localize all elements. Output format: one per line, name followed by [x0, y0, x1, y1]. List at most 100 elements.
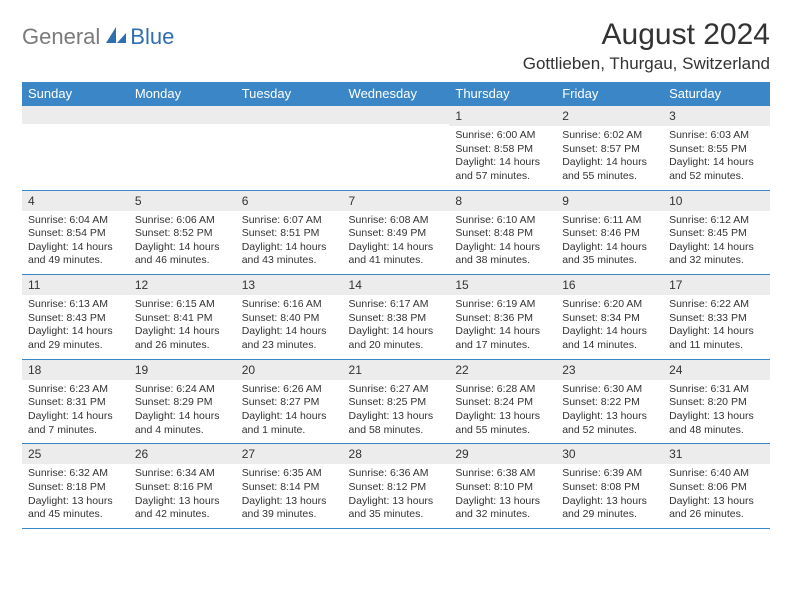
day-number: 20	[236, 360, 343, 380]
day-number	[343, 106, 450, 124]
day-cell: 18Sunrise: 6:23 AMSunset: 8:31 PMDayligh…	[22, 359, 129, 444]
day-content: Sunrise: 6:15 AMSunset: 8:41 PMDaylight:…	[129, 295, 236, 359]
location: Gottlieben, Thurgau, Switzerland	[523, 54, 770, 74]
title-block: August 2024 Gottlieben, Thurgau, Switzer…	[523, 18, 770, 74]
day-number: 28	[343, 444, 450, 464]
week-row: 25Sunrise: 6:32 AMSunset: 8:18 PMDayligh…	[22, 444, 770, 529]
daylight-text: Daylight: 14 hours and 11 minutes.	[669, 325, 764, 352]
day-number: 9	[556, 191, 663, 211]
daylight-text: Daylight: 13 hours and 52 minutes.	[562, 410, 657, 437]
day-content: Sunrise: 6:12 AMSunset: 8:45 PMDaylight:…	[663, 211, 770, 275]
week-row: 11Sunrise: 6:13 AMSunset: 8:43 PMDayligh…	[22, 275, 770, 360]
day-number: 26	[129, 444, 236, 464]
day-number: 13	[236, 275, 343, 295]
month-title: August 2024	[523, 18, 770, 52]
day-cell: 4Sunrise: 6:04 AMSunset: 8:54 PMDaylight…	[22, 190, 129, 275]
sunset-text: Sunset: 8:20 PM	[669, 396, 764, 410]
sunset-text: Sunset: 8:14 PM	[242, 481, 337, 495]
daylight-text: Daylight: 14 hours and 1 minute.	[242, 410, 337, 437]
day-number: 25	[22, 444, 129, 464]
day-content: Sunrise: 6:22 AMSunset: 8:33 PMDaylight:…	[663, 295, 770, 359]
daylight-text: Daylight: 14 hours and 55 minutes.	[562, 156, 657, 183]
daylight-text: Daylight: 14 hours and 23 minutes.	[242, 325, 337, 352]
sunrise-text: Sunrise: 6:38 AM	[455, 467, 550, 481]
day-number: 10	[663, 191, 770, 211]
sunrise-text: Sunrise: 6:34 AM	[135, 467, 230, 481]
sunrise-text: Sunrise: 6:08 AM	[349, 214, 444, 228]
day-number	[236, 106, 343, 124]
day-cell: 9Sunrise: 6:11 AMSunset: 8:46 PMDaylight…	[556, 190, 663, 275]
day-number: 22	[449, 360, 556, 380]
day-number: 12	[129, 275, 236, 295]
sunset-text: Sunset: 8:12 PM	[349, 481, 444, 495]
day-content	[22, 124, 129, 182]
sunset-text: Sunset: 8:58 PM	[455, 143, 550, 157]
weekday-row: Sunday Monday Tuesday Wednesday Thursday…	[22, 82, 770, 106]
day-content: Sunrise: 6:07 AMSunset: 8:51 PMDaylight:…	[236, 211, 343, 275]
sunset-text: Sunset: 8:08 PM	[562, 481, 657, 495]
sunset-text: Sunset: 8:34 PM	[562, 312, 657, 326]
sunrise-text: Sunrise: 6:10 AM	[455, 214, 550, 228]
daylight-text: Daylight: 14 hours and 52 minutes.	[669, 156, 764, 183]
day-number: 31	[663, 444, 770, 464]
daylight-text: Daylight: 13 hours and 29 minutes.	[562, 495, 657, 522]
sunset-text: Sunset: 8:10 PM	[455, 481, 550, 495]
day-content: Sunrise: 6:27 AMSunset: 8:25 PMDaylight:…	[343, 380, 450, 444]
day-cell: 13Sunrise: 6:16 AMSunset: 8:40 PMDayligh…	[236, 275, 343, 360]
daylight-text: Daylight: 14 hours and 46 minutes.	[135, 241, 230, 268]
sunset-text: Sunset: 8:16 PM	[135, 481, 230, 495]
day-number: 18	[22, 360, 129, 380]
day-content: Sunrise: 6:10 AMSunset: 8:48 PMDaylight:…	[449, 211, 556, 275]
bottom-rule	[22, 528, 770, 529]
weekday-header: Monday	[129, 82, 236, 106]
sunrise-text: Sunrise: 6:04 AM	[28, 214, 123, 228]
sunrise-text: Sunrise: 6:31 AM	[669, 383, 764, 397]
sunrise-text: Sunrise: 6:11 AM	[562, 214, 657, 228]
sunset-text: Sunset: 8:22 PM	[562, 396, 657, 410]
day-cell: 26Sunrise: 6:34 AMSunset: 8:16 PMDayligh…	[129, 444, 236, 529]
sunset-text: Sunset: 8:49 PM	[349, 227, 444, 241]
sunset-text: Sunset: 8:06 PM	[669, 481, 764, 495]
day-cell: 12Sunrise: 6:15 AMSunset: 8:41 PMDayligh…	[129, 275, 236, 360]
day-content: Sunrise: 6:35 AMSunset: 8:14 PMDaylight:…	[236, 464, 343, 528]
daylight-text: Daylight: 14 hours and 43 minutes.	[242, 241, 337, 268]
sunrise-text: Sunrise: 6:03 AM	[669, 129, 764, 143]
sunset-text: Sunset: 8:33 PM	[669, 312, 764, 326]
day-content: Sunrise: 6:31 AMSunset: 8:20 PMDaylight:…	[663, 380, 770, 444]
day-number: 3	[663, 106, 770, 126]
daylight-text: Daylight: 14 hours and 41 minutes.	[349, 241, 444, 268]
day-content: Sunrise: 6:03 AMSunset: 8:55 PMDaylight:…	[663, 126, 770, 190]
sunrise-text: Sunrise: 6:36 AM	[349, 467, 444, 481]
day-cell: 14Sunrise: 6:17 AMSunset: 8:38 PMDayligh…	[343, 275, 450, 360]
day-content: Sunrise: 6:40 AMSunset: 8:06 PMDaylight:…	[663, 464, 770, 528]
day-number: 17	[663, 275, 770, 295]
day-cell: 28Sunrise: 6:36 AMSunset: 8:12 PMDayligh…	[343, 444, 450, 529]
day-content: Sunrise: 6:11 AMSunset: 8:46 PMDaylight:…	[556, 211, 663, 275]
day-number: 27	[236, 444, 343, 464]
sunrise-text: Sunrise: 6:00 AM	[455, 129, 550, 143]
day-content: Sunrise: 6:04 AMSunset: 8:54 PMDaylight:…	[22, 211, 129, 275]
sunset-text: Sunset: 8:43 PM	[28, 312, 123, 326]
brand-gray: General	[22, 24, 100, 50]
day-cell: 16Sunrise: 6:20 AMSunset: 8:34 PMDayligh…	[556, 275, 663, 360]
daylight-text: Daylight: 14 hours and 7 minutes.	[28, 410, 123, 437]
day-content: Sunrise: 6:39 AMSunset: 8:08 PMDaylight:…	[556, 464, 663, 528]
day-cell: 21Sunrise: 6:27 AMSunset: 8:25 PMDayligh…	[343, 359, 450, 444]
sunset-text: Sunset: 8:38 PM	[349, 312, 444, 326]
sunrise-text: Sunrise: 6:26 AM	[242, 383, 337, 397]
sunset-text: Sunset: 8:57 PM	[562, 143, 657, 157]
day-cell: 19Sunrise: 6:24 AMSunset: 8:29 PMDayligh…	[129, 359, 236, 444]
sunrise-text: Sunrise: 6:07 AM	[242, 214, 337, 228]
daylight-text: Daylight: 13 hours and 39 minutes.	[242, 495, 337, 522]
day-number: 14	[343, 275, 450, 295]
day-cell: 2Sunrise: 6:02 AMSunset: 8:57 PMDaylight…	[556, 106, 663, 191]
daylight-text: Daylight: 14 hours and 32 minutes.	[669, 241, 764, 268]
day-cell: 7Sunrise: 6:08 AMSunset: 8:49 PMDaylight…	[343, 190, 450, 275]
sunrise-text: Sunrise: 6:06 AM	[135, 214, 230, 228]
sunset-text: Sunset: 8:27 PM	[242, 396, 337, 410]
day-cell: 10Sunrise: 6:12 AMSunset: 8:45 PMDayligh…	[663, 190, 770, 275]
day-content: Sunrise: 6:00 AMSunset: 8:58 PMDaylight:…	[449, 126, 556, 190]
day-cell: 27Sunrise: 6:35 AMSunset: 8:14 PMDayligh…	[236, 444, 343, 529]
week-row: 18Sunrise: 6:23 AMSunset: 8:31 PMDayligh…	[22, 359, 770, 444]
day-cell: 29Sunrise: 6:38 AMSunset: 8:10 PMDayligh…	[449, 444, 556, 529]
